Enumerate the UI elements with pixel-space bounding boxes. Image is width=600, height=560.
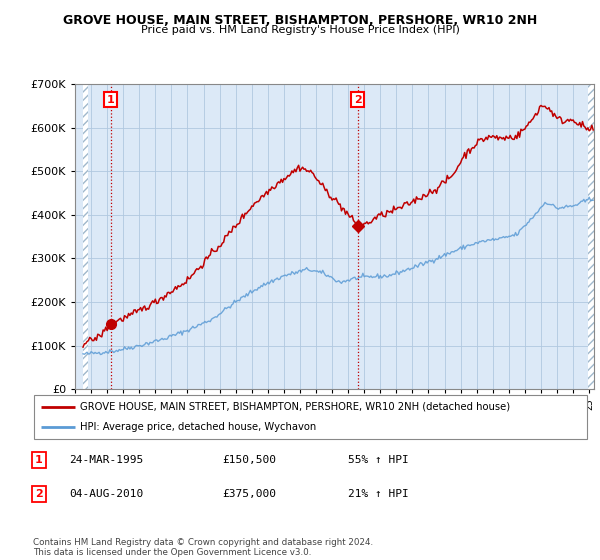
Text: 2: 2: [35, 489, 43, 499]
Text: 24-MAR-1995: 24-MAR-1995: [69, 455, 143, 465]
Text: 1: 1: [35, 455, 43, 465]
Text: Contains HM Land Registry data © Crown copyright and database right 2024.
This d: Contains HM Land Registry data © Crown c…: [33, 538, 373, 557]
Text: GROVE HOUSE, MAIN STREET, BISHAMPTON, PERSHORE, WR10 2NH: GROVE HOUSE, MAIN STREET, BISHAMPTON, PE…: [63, 14, 537, 27]
Text: GROVE HOUSE, MAIN STREET, BISHAMPTON, PERSHORE, WR10 2NH (detached house): GROVE HOUSE, MAIN STREET, BISHAMPTON, PE…: [80, 402, 510, 412]
Text: £375,000: £375,000: [222, 489, 276, 499]
Text: Price paid vs. HM Land Registry's House Price Index (HPI): Price paid vs. HM Land Registry's House …: [140, 25, 460, 35]
Text: 21% ↑ HPI: 21% ↑ HPI: [348, 489, 409, 499]
Text: 2: 2: [354, 95, 362, 105]
Text: 55% ↑ HPI: 55% ↑ HPI: [348, 455, 409, 465]
Text: 1: 1: [107, 95, 115, 105]
Text: 04-AUG-2010: 04-AUG-2010: [69, 489, 143, 499]
Text: HPI: Average price, detached house, Wychavon: HPI: Average price, detached house, Wych…: [80, 422, 316, 432]
FancyBboxPatch shape: [34, 395, 587, 438]
Text: £150,500: £150,500: [222, 455, 276, 465]
